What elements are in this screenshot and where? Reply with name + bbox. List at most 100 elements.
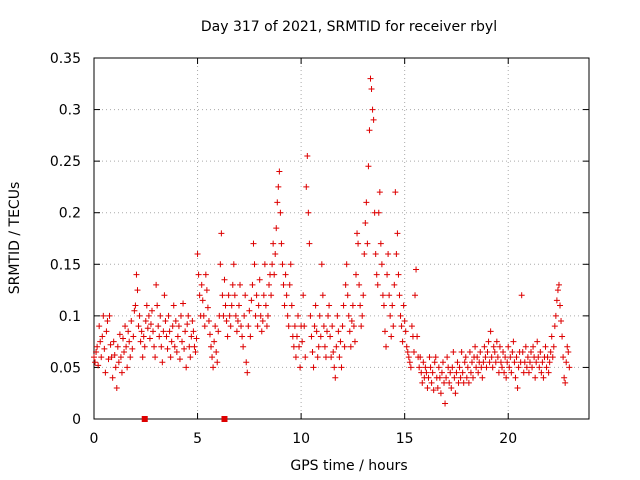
data-point <box>356 281 363 288</box>
data-point <box>285 323 292 330</box>
data-point <box>300 292 307 299</box>
chart-title: Day 317 of 2021, SRMTID for receiver rby… <box>201 19 497 35</box>
zero-markers <box>141 416 228 422</box>
data-point <box>522 343 529 350</box>
data-point <box>543 364 550 371</box>
data-point <box>521 359 528 366</box>
data-point <box>523 364 530 371</box>
data-point <box>339 323 346 330</box>
data-point <box>511 359 518 366</box>
data-point <box>225 292 232 299</box>
data-point <box>316 312 323 319</box>
data-point <box>439 359 446 366</box>
data-point <box>365 163 372 170</box>
data-point <box>483 364 490 371</box>
data-point <box>192 348 199 355</box>
data-point <box>383 343 390 350</box>
data-point <box>297 364 304 371</box>
data-point <box>463 374 470 381</box>
y-axis-ticks: 0 0.05 0.1 0.15 0.2 0.25 0.3 0.35 <box>50 51 589 428</box>
data-point <box>370 116 377 123</box>
data-point <box>401 318 408 325</box>
data-point <box>162 318 169 325</box>
data-point <box>533 359 540 366</box>
data-point <box>397 312 404 319</box>
data-point <box>165 312 172 319</box>
data-point <box>426 354 433 361</box>
data-point <box>519 348 526 355</box>
data-point <box>407 364 414 371</box>
data-point <box>491 348 498 355</box>
data-point <box>472 343 479 350</box>
data-point <box>291 323 298 330</box>
data-point <box>148 307 155 314</box>
data-point <box>142 318 149 325</box>
data-point <box>557 302 564 309</box>
data-point <box>286 281 293 288</box>
data-point <box>561 374 568 381</box>
data-point <box>479 374 486 381</box>
data-point <box>565 348 572 355</box>
y-tick-label: 0.15 <box>50 257 81 273</box>
data-point <box>363 199 370 206</box>
x-tick-label: 0 <box>90 431 99 447</box>
data-point <box>252 312 259 319</box>
data-point <box>552 312 559 319</box>
zero-marker <box>141 416 148 422</box>
data-point <box>553 297 560 304</box>
data-point <box>450 348 457 355</box>
data-point <box>112 364 119 371</box>
data-point <box>558 318 565 325</box>
data-point <box>539 359 546 366</box>
data-point <box>308 333 315 340</box>
data-point <box>96 323 103 330</box>
data-point <box>520 369 527 376</box>
data-point <box>369 106 376 113</box>
data-point <box>413 266 420 273</box>
data-point <box>137 338 144 345</box>
data-point <box>368 85 375 92</box>
data-point <box>362 220 369 227</box>
data-point <box>231 292 238 299</box>
data-point <box>320 323 327 330</box>
data-point <box>341 343 348 350</box>
data-point <box>107 341 114 348</box>
data-point <box>524 354 531 361</box>
data-point <box>303 183 310 190</box>
data-point <box>299 338 306 345</box>
data-point <box>330 348 337 355</box>
data-point <box>434 385 441 392</box>
data-point <box>115 359 122 366</box>
data-point <box>187 354 194 361</box>
data-point <box>452 390 459 397</box>
data-point <box>180 300 187 307</box>
data-point <box>336 354 343 361</box>
data-point <box>510 338 517 345</box>
data-point <box>313 328 320 335</box>
data-points <box>91 75 573 407</box>
data-point <box>304 152 311 159</box>
data-point <box>410 348 417 355</box>
data-point <box>534 338 541 345</box>
data-point <box>247 333 254 340</box>
data-point <box>163 333 170 340</box>
data-point <box>159 359 166 366</box>
data-point <box>343 261 350 268</box>
data-point <box>466 348 473 355</box>
data-point <box>154 302 161 309</box>
data-point <box>478 364 485 371</box>
data-point <box>136 312 143 319</box>
data-point <box>547 348 554 355</box>
data-point <box>474 354 481 361</box>
data-point <box>203 287 210 294</box>
data-point <box>419 379 426 386</box>
data-point <box>284 312 291 319</box>
data-point <box>351 338 358 345</box>
y-tick-label: 0.25 <box>50 154 81 170</box>
data-point <box>389 302 396 309</box>
data-point <box>508 369 515 376</box>
data-point <box>526 359 533 366</box>
data-point <box>144 325 151 332</box>
data-point <box>542 343 549 350</box>
data-point <box>211 338 218 345</box>
